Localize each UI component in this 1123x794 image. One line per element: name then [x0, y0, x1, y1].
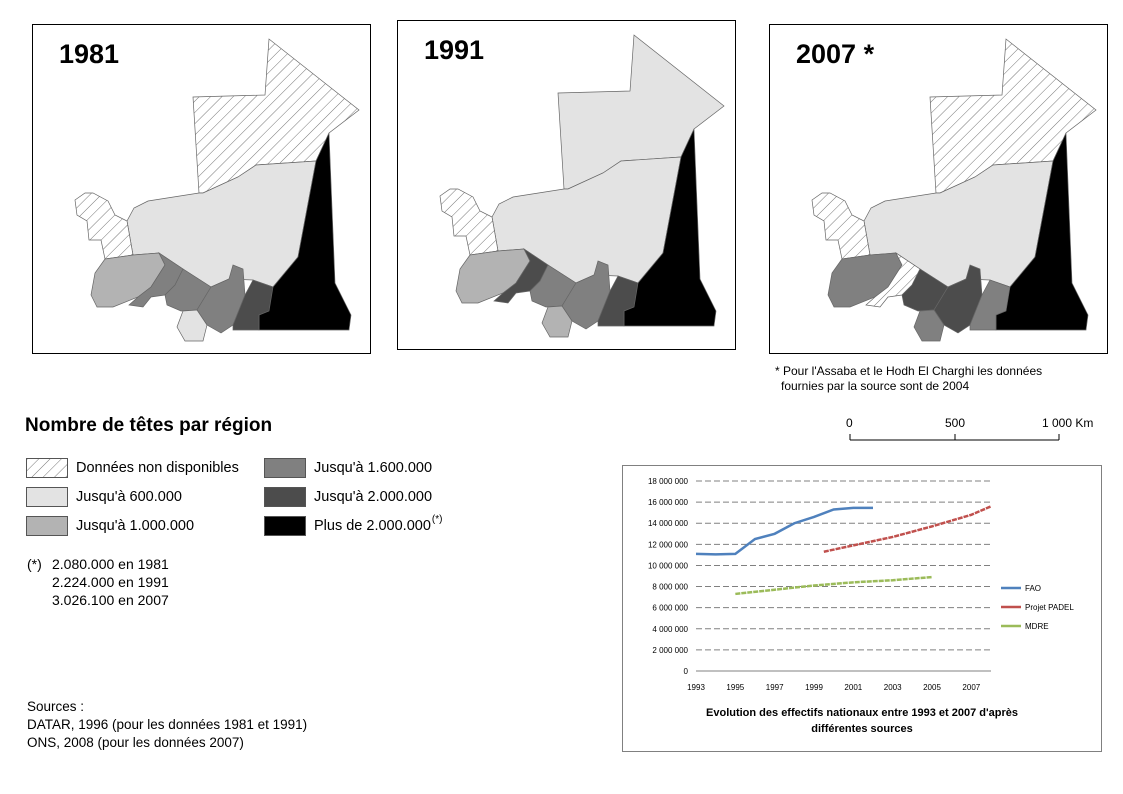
line-chart: 0 2 000 000 4 000 000 6 000 000 8 000 000 10 …: [622, 465, 1102, 752]
legend-label: Données non disponibles: [76, 460, 239, 476]
note-line: 2.080.000 en 1981: [52, 556, 169, 572]
legend-swatch-hatch: [26, 458, 68, 478]
chart-legend-label: Projet PADEL: [1025, 603, 1074, 612]
sources-line: DATAR, 1996 (pour les données 1981 et 19…: [27, 717, 308, 732]
map-1991-svg: [439, 34, 725, 338]
chart-x-tick-label: 1995: [726, 683, 744, 692]
footnote-line: * Pour l'Assaba et le Hodh El Charghi le…: [775, 364, 1043, 378]
legend-swatch: [26, 487, 68, 507]
chart-y-tick-label: 4 000 000: [652, 625, 688, 634]
footnote-line: fournies par la source sont de 2004: [781, 379, 970, 393]
chart-legend-label: MDRE: [1025, 622, 1049, 631]
sources: Sources : DATAR, 1996 (pour les données …: [27, 698, 307, 752]
map-year-label: 2007 *: [796, 39, 875, 69]
legend-label: Jusqu'à 600.000: [76, 489, 182, 505]
chart-x-tick-label: 2007: [962, 683, 980, 692]
legend-label: Jusqu'à 1.000.000: [76, 518, 195, 534]
legend-swatch: [264, 516, 306, 536]
region-trarza: [455, 248, 531, 304]
legend-swatch: [264, 458, 306, 478]
chart-series-line-mdre: [735, 575, 933, 596]
legend-item-over-2m: Plus de 2.000.000 (*): [264, 513, 443, 537]
chart-y-tick-label: 10 000 000: [648, 561, 689, 570]
chart-y-tick-label: 14 000 000: [648, 519, 689, 528]
scale-label-1000: 1 000 Km: [1042, 416, 1094, 430]
chart-series-line-fao: [695, 506, 873, 556]
map-1981-svg: [74, 38, 360, 342]
chart-legend-label: FAO: [1025, 584, 1041, 593]
legend-superscript: (*): [431, 513, 443, 525]
chart-y-tick-label: 16 000 000: [648, 498, 689, 507]
region-trarza: [90, 252, 166, 308]
region-west: [74, 192, 134, 260]
legend-item-600k: Jusqu'à 600.000: [26, 486, 182, 508]
line-chart-svg: 0 2 000 000 4 000 000 6 000 000 8 000 000 10 …: [648, 477, 1074, 735]
map-year-label: 1981: [59, 39, 120, 69]
scale-bar: 0 500 1 000 Km: [846, 416, 1108, 446]
note-line: 3.026.100 en 2007: [52, 592, 169, 608]
scale-label-0: 0: [846, 416, 853, 430]
sources-title: Sources :: [27, 699, 85, 714]
sources-line: ONS, 2008 (pour les données 2007): [27, 735, 244, 750]
map-2007: 2007 *: [769, 24, 1108, 354]
legend-label: Jusqu'à 2.000.000: [314, 489, 433, 505]
note-marker: (*): [27, 556, 42, 572]
chart-x-tick-label: 1993: [687, 683, 705, 692]
chart-x-tick-label: 1999: [805, 683, 823, 692]
chart-y-tick-label: 6 000 000: [652, 604, 688, 613]
region-trarza: [827, 252, 903, 308]
map-year-label: 1991: [424, 35, 485, 65]
legend-swatch: [264, 487, 306, 507]
footnote: * Pour l'Assaba et le Hodh El Charghi le…: [775, 364, 1042, 394]
note-totals: (*) 2.080.000 en 1981 2.224.000 en 1991 …: [27, 555, 169, 609]
chart-y-tick-label: 18 000 000: [648, 477, 689, 486]
chart-y-tick-label: 8 000 000: [652, 583, 688, 592]
legend-item-2m: Jusqu'à 2.000.000: [264, 486, 432, 508]
scale-bar-line: [849, 434, 1060, 441]
chart-y-tick-label: 0: [684, 667, 689, 676]
chart-x-tick-label: 2005: [923, 683, 941, 692]
legend-swatch: [26, 516, 68, 536]
legend-title: Nombre de têtes par région: [25, 415, 273, 436]
note-line: 2.224.000 en 1991: [52, 574, 169, 590]
region-west: [811, 192, 871, 260]
legend-label: Jusqu'à 1.600.000: [314, 460, 433, 476]
chart-series-line-projet-padel: [823, 505, 992, 553]
legend-item-nodata: Données non disponibles: [26, 457, 239, 479]
chart-y-tick-label: 2 000 000: [652, 646, 688, 655]
legend-item-1m: Jusqu'à 1.000.000: [26, 515, 194, 537]
legend-label: Plus de 2.000.000: [314, 518, 431, 534]
chart-title-line: Evolution des effectifs nationaux entre …: [706, 707, 1018, 719]
scale-label-500: 500: [945, 416, 966, 430]
region-west: [439, 188, 499, 256]
chart-y-tick-label: 12 000 000: [648, 540, 689, 549]
chart-x-tick-label: 1997: [766, 683, 784, 692]
chart-x-tick-label: 2001: [844, 683, 862, 692]
legend-item-1-6m: Jusqu'à 1.600.000: [264, 457, 432, 479]
map-1981: 1981: [32, 24, 371, 354]
chart-x-tick-label: 2003: [884, 683, 902, 692]
map-1991: 1991: [397, 20, 736, 350]
map-2007-svg: [811, 38, 1097, 342]
chart-title-line: différentes sources: [811, 723, 912, 735]
